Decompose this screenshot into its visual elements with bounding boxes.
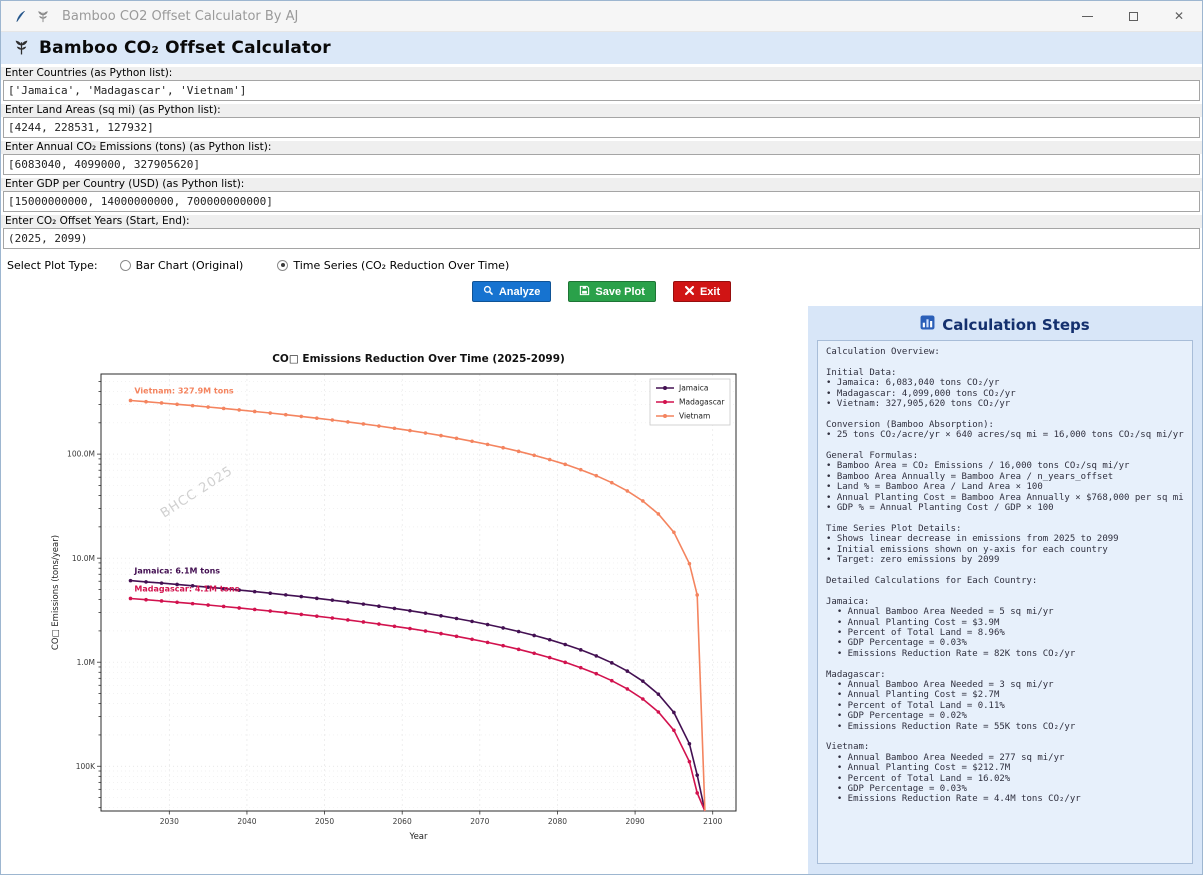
plot-type-label: Select Plot Type: — [7, 258, 98, 272]
save-plot-label: Save Plot — [595, 285, 645, 298]
svg-text:CO□ Emissions Reduction Over T: CO□ Emissions Reduction Over Time (2025-… — [272, 353, 565, 365]
field-label: Enter CO₂ Offset Years (Start, End): — [1, 215, 1202, 228]
analyze-label: Analyze — [498, 285, 541, 298]
app-header: Bamboo CO₂ Offset Calculator — [1, 32, 1202, 64]
svg-text:2090: 2090 — [626, 817, 645, 826]
field-countries: Enter Countries (as Python list): — [1, 67, 1202, 101]
bamboo-icon — [36, 9, 50, 23]
svg-text:100K: 100K — [76, 762, 96, 771]
maximize-button[interactable] — [1110, 1, 1156, 31]
radio-label: Bar Chart (Original) — [135, 258, 244, 272]
radio-bar-chart[interactable]: Bar Chart (Original) — [119, 258, 244, 272]
bamboo-icon — [13, 38, 30, 59]
land-areas-input[interactable] — [3, 117, 1200, 138]
svg-text:Vietnam: Vietnam — [679, 412, 710, 421]
radio-icon[interactable] — [119, 259, 131, 271]
calc-panel-title: Calculation Steps — [942, 315, 1090, 334]
svg-text:2100: 2100 — [703, 817, 722, 826]
save-plot-button[interactable]: Save Plot — [568, 281, 656, 302]
titlebar: Bamboo CO2 Offset Calculator By AJ ✕ — [1, 1, 1202, 32]
svg-text:2040: 2040 — [237, 817, 256, 826]
field-emissions: Enter Annual CO₂ Emissions (tons) (as Py… — [1, 141, 1202, 175]
field-label: Enter Annual CO₂ Emissions (tons) (as Py… — [1, 141, 1202, 154]
radio-label: Time Series (CO₂ Reduction Over Time) — [293, 258, 510, 272]
svg-text:1.0M: 1.0M — [77, 658, 95, 667]
exit-button[interactable]: Exit — [672, 281, 732, 302]
input-form: Enter Countries (as Python list): Enter … — [1, 64, 1202, 311]
svg-text:Madagascar: Madagascar — [679, 398, 725, 407]
close-button[interactable]: ✕ — [1173, 9, 1185, 23]
window-title: Bamboo CO2 Offset Calculator By AJ — [62, 8, 299, 24]
svg-text:2080: 2080 — [548, 817, 567, 826]
calculation-steps-panel: Calculation Steps Calculation Overview: … — [808, 306, 1202, 874]
plot-type-row: Select Plot Type: Bar Chart (Original) T… — [1, 252, 1202, 276]
field-land-areas: Enter Land Areas (sq mi) (as Python list… — [1, 104, 1202, 138]
svg-text:2070: 2070 — [470, 817, 489, 826]
calc-steps-text: Calculation Overview: Initial Data: • Ja… — [817, 340, 1193, 864]
gdp-input[interactable] — [3, 191, 1200, 212]
feather-icon — [14, 9, 27, 24]
magnifier-icon — [483, 285, 494, 299]
svg-text:Jamaica: 6.1M tons: Jamaica: 6.1M tons — [133, 567, 220, 576]
main-content: 2030 2040 2050 2060 2070 2080 2090 2100 100K 1.0M… — [1, 306, 1202, 874]
svg-text:2030: 2030 — [160, 817, 179, 826]
field-label: Enter GDP per Country (USD) (as Python l… — [1, 178, 1202, 191]
exit-label: Exit — [699, 285, 721, 298]
svg-text:2060: 2060 — [393, 817, 412, 826]
svg-text:Jamaica: Jamaica — [678, 384, 709, 393]
svg-text:10.0M: 10.0M — [72, 554, 95, 563]
radio-time-series[interactable]: Time Series (CO₂ Reduction Over Time) — [277, 259, 509, 272]
chart-pane: 2030 2040 2050 2060 2070 2080 2090 2100 100K 1.0M… — [1, 306, 808, 874]
offset-years-input[interactable] — [3, 228, 1200, 249]
countries-input[interactable] — [3, 80, 1200, 101]
svg-text:100.0M: 100.0M — [67, 450, 95, 459]
calc-panel-header: Calculation Steps — [817, 313, 1193, 340]
svg-text:Vietnam: 327.9M tons: Vietnam: 327.9M tons — [134, 386, 234, 395]
svg-text:Year: Year — [409, 832, 429, 842]
bar-chart-icon — [920, 315, 935, 334]
minimize-button[interactable] — [1064, 1, 1110, 31]
field-offset-years: Enter CO₂ Offset Years (Start, End): — [1, 215, 1202, 249]
svg-text:CO□ Emissions (tons/year): CO□ Emissions (tons/year) — [51, 535, 61, 650]
button-row: Analyze Save Plot Exit — [1, 276, 1202, 311]
emissions-time-series-chart: 2030 2040 2050 2060 2070 2080 2090 2100 100K 1.0M… — [1, 306, 808, 874]
field-label: Enter Countries (as Python list): — [1, 67, 1202, 80]
svg-text:2050: 2050 — [315, 817, 334, 826]
x-icon — [684, 285, 695, 299]
field-gdp: Enter GDP per Country (USD) (as Python l… — [1, 178, 1202, 212]
analyze-button[interactable]: Analyze — [471, 281, 552, 302]
radio-icon[interactable] — [277, 259, 289, 271]
field-label: Enter Land Areas (sq mi) (as Python list… — [1, 104, 1202, 117]
page-title: Bamboo CO₂ Offset Calculator — [39, 38, 331, 58]
floppy-icon — [579, 285, 590, 299]
emissions-input[interactable] — [3, 154, 1200, 175]
svg-text:Madagascar: 4.1M tons: Madagascar: 4.1M tons — [134, 584, 239, 593]
